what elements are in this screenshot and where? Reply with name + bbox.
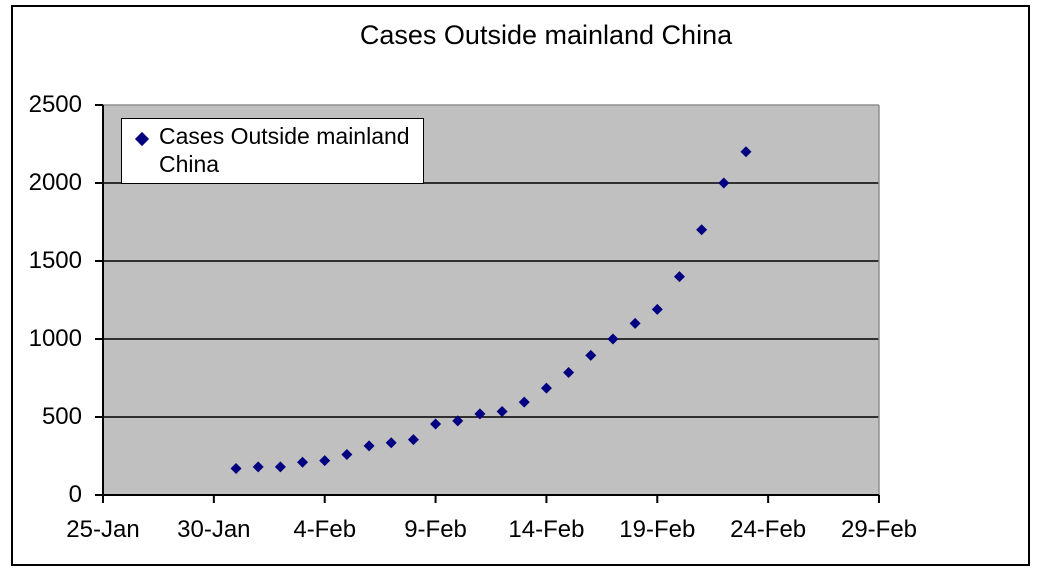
data-point-marker	[274, 461, 286, 473]
data-point-marker	[230, 462, 242, 474]
legend-label: Cases Outside mainland China	[159, 122, 410, 178]
y-tick-label: 500	[41, 403, 82, 430]
legend: Cases Outside mainland China	[121, 118, 424, 184]
x-tick-label: 9-Feb	[404, 516, 467, 543]
data-point-marker	[407, 434, 419, 446]
data-point-marker	[651, 303, 663, 315]
diamond-icon	[134, 131, 150, 147]
data-point-marker	[363, 440, 375, 452]
x-tick-label: 24-Feb	[730, 516, 807, 543]
x-tick-label: 29-Feb	[840, 516, 918, 543]
y-tick-label: 1500	[28, 247, 82, 274]
data-point-marker	[673, 271, 685, 283]
x-tick-label: 19-Feb	[619, 516, 696, 543]
data-point-marker	[496, 406, 508, 418]
data-point-marker	[563, 367, 575, 379]
data-point-marker	[607, 333, 619, 345]
data-point-marker	[341, 448, 353, 460]
x-tick-label: 25-Jan	[66, 516, 140, 543]
y-tick-label: 2500	[28, 91, 82, 118]
chart-title: Cases Outside mainland China	[359, 20, 733, 50]
data-point-marker	[385, 437, 397, 449]
data-point-marker	[319, 455, 331, 467]
data-point-marker	[629, 317, 641, 329]
y-tick-label: 1000	[28, 325, 82, 352]
data-point-marker	[452, 415, 464, 427]
data-point-marker	[718, 177, 730, 189]
legend-label-line2: China	[159, 151, 220, 177]
data-point-marker	[540, 382, 552, 394]
data-point-marker	[252, 461, 264, 473]
legend-label-line1: Cases Outside mainland	[159, 123, 410, 149]
data-point-marker	[430, 418, 442, 430]
data-point-marker	[585, 349, 597, 361]
data-point-marker	[518, 396, 530, 408]
x-tick-label: 30-Jan	[177, 516, 251, 543]
x-tick-label: 14-Feb	[508, 516, 585, 543]
data-point-marker	[297, 456, 309, 468]
y-tick-label: 0	[68, 481, 82, 508]
data-point-marker	[740, 146, 752, 158]
y-tick-label: 2000	[28, 169, 82, 196]
data-point-marker	[474, 408, 486, 420]
x-tick-label: 4-Feb	[293, 516, 357, 543]
data-point-marker	[696, 224, 708, 236]
